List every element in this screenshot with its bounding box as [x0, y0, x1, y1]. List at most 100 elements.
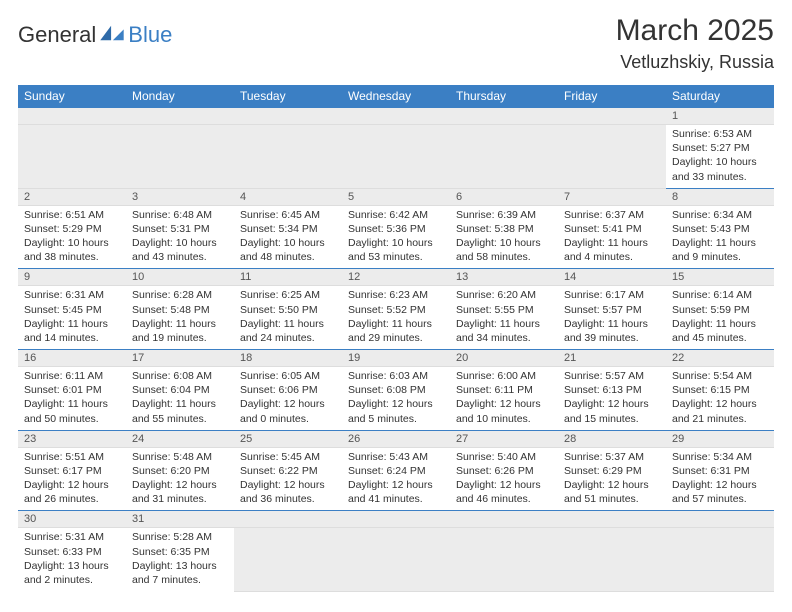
day-info: Sunrise: 6:05 AMSunset: 6:06 PMDaylight:… — [234, 367, 342, 431]
day-number: 18 — [234, 350, 342, 367]
empty-cell — [666, 528, 774, 591]
sunrise-text: Sunrise: 6:00 AM — [456, 369, 552, 383]
sunrise-text: Sunrise: 5:28 AM — [132, 530, 228, 544]
empty-cell — [342, 528, 450, 591]
day-number: 5 — [342, 188, 450, 205]
day-info: Sunrise: 5:37 AMSunset: 6:29 PMDaylight:… — [558, 447, 666, 511]
daylight-text: Daylight: 11 hours and 4 minutes. — [564, 236, 660, 264]
day-number: 29 — [666, 430, 774, 447]
day-number: 22 — [666, 350, 774, 367]
day-number-row: 9101112131415 — [18, 269, 774, 286]
day-info: Sunrise: 6:34 AMSunset: 5:43 PMDaylight:… — [666, 205, 774, 269]
day-info-row: Sunrise: 6:31 AMSunset: 5:45 PMDaylight:… — [18, 286, 774, 350]
sunset-text: Sunset: 5:48 PM — [132, 303, 228, 317]
day-number-row: 2345678 — [18, 188, 774, 205]
empty-cell — [450, 108, 558, 125]
sunrise-text: Sunrise: 5:43 AM — [348, 450, 444, 464]
day-info: Sunrise: 6:20 AMSunset: 5:55 PMDaylight:… — [450, 286, 558, 350]
day-number: 15 — [666, 269, 774, 286]
empty-cell — [342, 125, 450, 189]
day-number: 7 — [558, 188, 666, 205]
day-number: 1 — [666, 108, 774, 125]
sunset-text: Sunset: 5:29 PM — [24, 222, 120, 236]
sunset-text: Sunset: 6:13 PM — [564, 383, 660, 397]
weekday-header: Wednesday — [342, 85, 450, 108]
sunrise-text: Sunrise: 6:53 AM — [672, 127, 768, 141]
sunrise-text: Sunrise: 6:23 AM — [348, 288, 444, 302]
day-info: Sunrise: 6:14 AMSunset: 5:59 PMDaylight:… — [666, 286, 774, 350]
day-info-row: Sunrise: 6:11 AMSunset: 6:01 PMDaylight:… — [18, 367, 774, 431]
weekday-header-row: SundayMondayTuesdayWednesdayThursdayFrid… — [18, 85, 774, 108]
logo: General Blue — [18, 14, 172, 48]
day-info: Sunrise: 6:17 AMSunset: 5:57 PMDaylight:… — [558, 286, 666, 350]
weekday-header: Thursday — [450, 85, 558, 108]
daylight-text: Daylight: 12 hours and 10 minutes. — [456, 397, 552, 425]
daylight-text: Daylight: 11 hours and 29 minutes. — [348, 317, 444, 345]
daylight-text: Daylight: 12 hours and 57 minutes. — [672, 478, 768, 506]
title-block: March 2025 Vetluzhskiy, Russia — [616, 14, 774, 73]
sunrise-text: Sunrise: 5:37 AM — [564, 450, 660, 464]
day-number-row: 1 — [18, 108, 774, 125]
daylight-text: Daylight: 12 hours and 51 minutes. — [564, 478, 660, 506]
sunrise-text: Sunrise: 5:54 AM — [672, 369, 768, 383]
day-info: Sunrise: 5:48 AMSunset: 6:20 PMDaylight:… — [126, 447, 234, 511]
day-info: Sunrise: 6:45 AMSunset: 5:34 PMDaylight:… — [234, 205, 342, 269]
day-info: Sunrise: 5:45 AMSunset: 6:22 PMDaylight:… — [234, 447, 342, 511]
day-number: 27 — [450, 430, 558, 447]
day-number: 30 — [18, 511, 126, 528]
day-info: Sunrise: 6:23 AMSunset: 5:52 PMDaylight:… — [342, 286, 450, 350]
day-number: 10 — [126, 269, 234, 286]
daylight-text: Daylight: 12 hours and 36 minutes. — [240, 478, 336, 506]
empty-cell — [666, 511, 774, 528]
daylight-text: Daylight: 12 hours and 41 minutes. — [348, 478, 444, 506]
empty-cell — [234, 511, 342, 528]
empty-cell — [234, 108, 342, 125]
day-info: Sunrise: 6:37 AMSunset: 5:41 PMDaylight:… — [558, 205, 666, 269]
daylight-text: Daylight: 11 hours and 55 minutes. — [132, 397, 228, 425]
day-info: Sunrise: 5:54 AMSunset: 6:15 PMDaylight:… — [666, 367, 774, 431]
day-number: 19 — [342, 350, 450, 367]
sunset-text: Sunset: 6:31 PM — [672, 464, 768, 478]
sunrise-text: Sunrise: 6:14 AM — [672, 288, 768, 302]
day-number: 13 — [450, 269, 558, 286]
day-info: Sunrise: 6:08 AMSunset: 6:04 PMDaylight:… — [126, 367, 234, 431]
sunrise-text: Sunrise: 6:42 AM — [348, 208, 444, 222]
sunset-text: Sunset: 6:33 PM — [24, 545, 120, 559]
empty-cell — [342, 511, 450, 528]
daylight-text: Daylight: 12 hours and 0 minutes. — [240, 397, 336, 425]
day-info: Sunrise: 6:28 AMSunset: 5:48 PMDaylight:… — [126, 286, 234, 350]
weekday-header: Monday — [126, 85, 234, 108]
day-info: Sunrise: 5:31 AMSunset: 6:33 PMDaylight:… — [18, 528, 126, 591]
sunset-text: Sunset: 5:27 PM — [672, 141, 768, 155]
sunset-text: Sunset: 5:36 PM — [348, 222, 444, 236]
daylight-text: Daylight: 12 hours and 21 minutes. — [672, 397, 768, 425]
sunrise-text: Sunrise: 6:37 AM — [564, 208, 660, 222]
empty-cell — [342, 108, 450, 125]
day-info: Sunrise: 6:48 AMSunset: 5:31 PMDaylight:… — [126, 205, 234, 269]
daylight-text: Daylight: 12 hours and 31 minutes. — [132, 478, 228, 506]
sunrise-text: Sunrise: 5:48 AM — [132, 450, 228, 464]
sunset-text: Sunset: 5:34 PM — [240, 222, 336, 236]
daylight-text: Daylight: 12 hours and 5 minutes. — [348, 397, 444, 425]
daylight-text: Daylight: 12 hours and 46 minutes. — [456, 478, 552, 506]
day-number: 23 — [18, 430, 126, 447]
day-info: Sunrise: 5:43 AMSunset: 6:24 PMDaylight:… — [342, 447, 450, 511]
day-info: Sunrise: 5:57 AMSunset: 6:13 PMDaylight:… — [558, 367, 666, 431]
sunrise-text: Sunrise: 5:31 AM — [24, 530, 120, 544]
empty-cell — [450, 528, 558, 591]
empty-cell — [450, 511, 558, 528]
sunrise-text: Sunrise: 5:51 AM — [24, 450, 120, 464]
day-number: 4 — [234, 188, 342, 205]
day-number: 21 — [558, 350, 666, 367]
sunset-text: Sunset: 5:50 PM — [240, 303, 336, 317]
day-info: Sunrise: 6:31 AMSunset: 5:45 PMDaylight:… — [18, 286, 126, 350]
logo-sail-icon — [98, 24, 126, 42]
day-number: 2 — [18, 188, 126, 205]
daylight-text: Daylight: 13 hours and 2 minutes. — [24, 559, 120, 587]
sunset-text: Sunset: 6:24 PM — [348, 464, 444, 478]
empty-cell — [234, 125, 342, 189]
empty-cell — [18, 108, 126, 125]
sunset-text: Sunset: 6:29 PM — [564, 464, 660, 478]
location-title: Vetluzhskiy, Russia — [616, 52, 774, 73]
day-number: 25 — [234, 430, 342, 447]
